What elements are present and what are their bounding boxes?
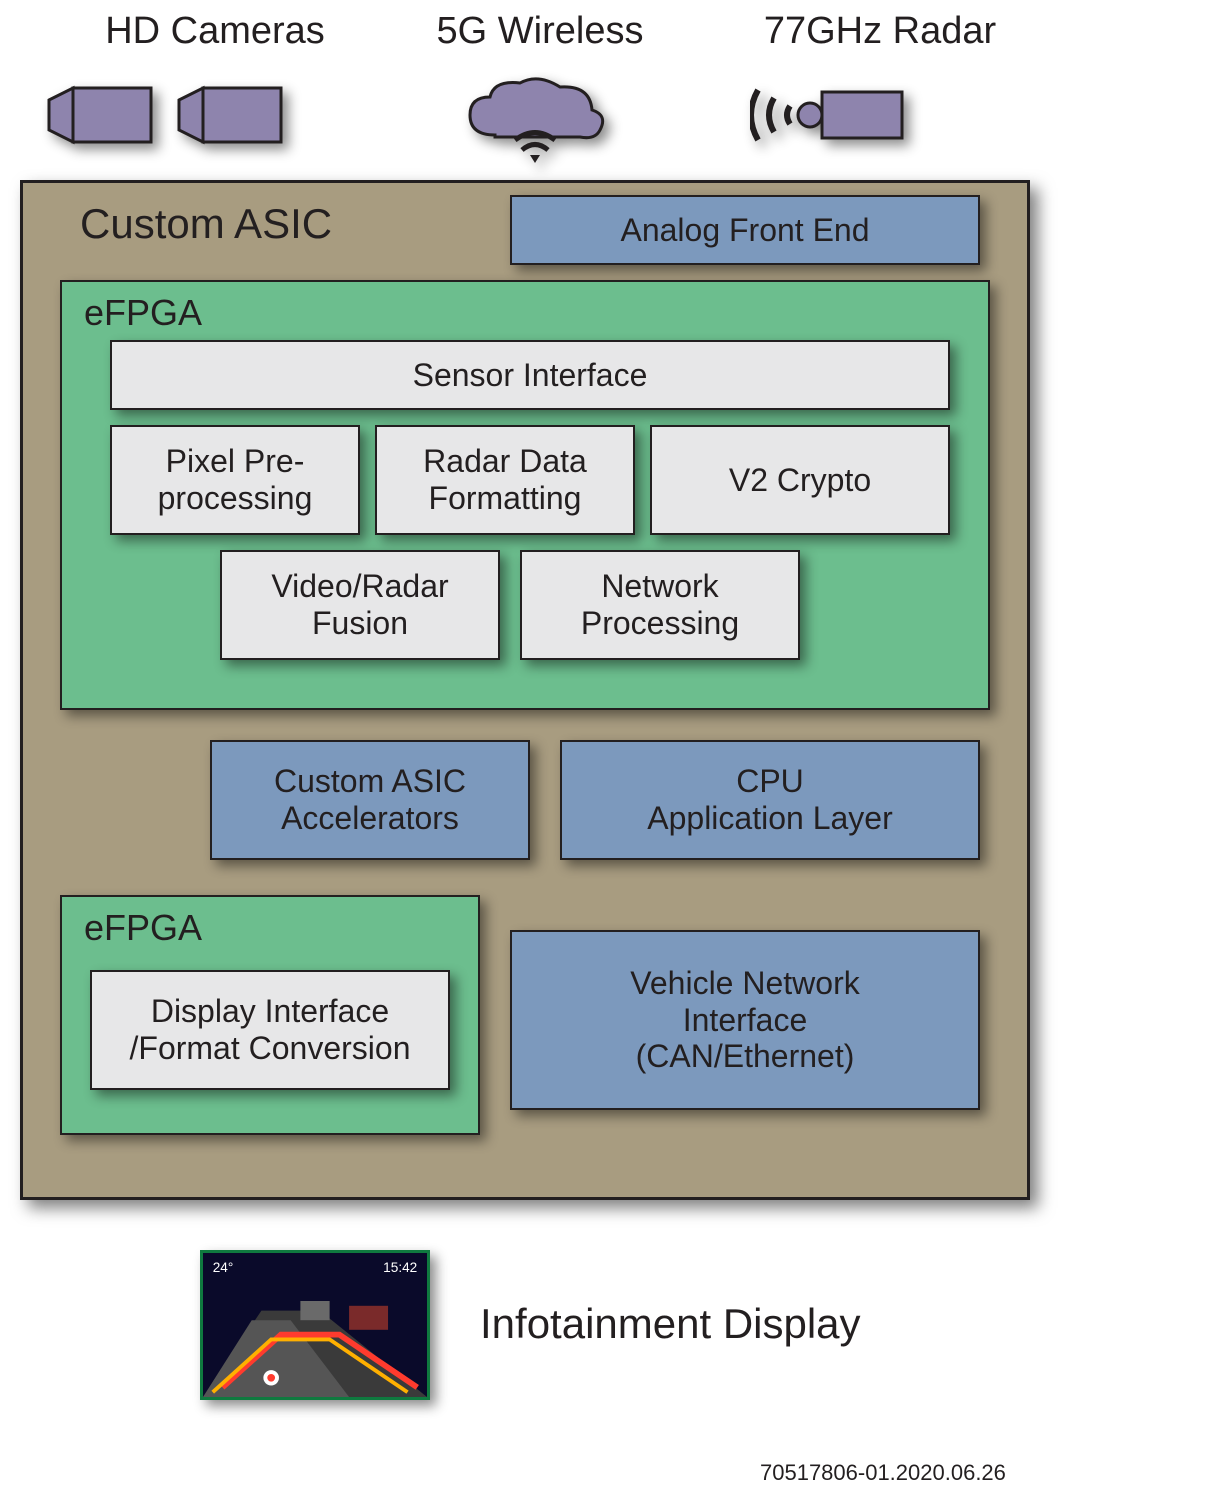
network-processing-block: NetworkProcessing <box>520 550 800 660</box>
camera-icon <box>175 80 285 150</box>
label-hd-cameras: HD Cameras <box>75 10 355 53</box>
svg-text:24°: 24° <box>213 1260 234 1275</box>
custom-asic-title: Custom ASIC <box>80 200 332 248</box>
analog-front-end-block: Analog Front End <box>510 195 980 265</box>
display-interface-block: Display Interface/Format Conversion <box>90 970 450 1090</box>
efpga-title: eFPGA <box>84 292 202 333</box>
svg-text:15:42: 15:42 <box>383 1260 417 1275</box>
diagram-canvas: HD Cameras 5G Wireless 77GHz Radar <box>0 0 1205 1512</box>
pixel-preprocessing-block: Pixel Pre-processing <box>110 425 360 535</box>
v2-crypto-block: V2 Crypto <box>650 425 950 535</box>
sensor-interface-block: Sensor Interface <box>110 340 950 410</box>
infotainment-display-thumbnail: 24° 15:42 <box>200 1250 430 1400</box>
vehicle-network-interface-block: Vehicle NetworkInterface(CAN/Ethernet) <box>510 930 980 1110</box>
efpga-title: eFPGA <box>84 907 202 948</box>
infotainment-display-label: Infotainment Display <box>480 1300 861 1348</box>
radar-icon <box>750 80 910 150</box>
document-id: 70517806-01.2020.06.26 <box>760 1460 1006 1486</box>
custom-asic-accelerators-block: Custom ASICAccelerators <box>210 740 530 860</box>
camera-icon <box>45 80 155 150</box>
label-5g-wireless: 5G Wireless <box>410 10 670 53</box>
video-radar-fusion-block: Video/RadarFusion <box>220 550 500 660</box>
cloud-wifi-icon <box>460 75 610 165</box>
cpu-application-layer-block: CPUApplication Layer <box>560 740 980 860</box>
radar-data-formatting-block: Radar DataFormatting <box>375 425 635 535</box>
label-77ghz-radar: 77GHz Radar <box>740 10 1020 53</box>
